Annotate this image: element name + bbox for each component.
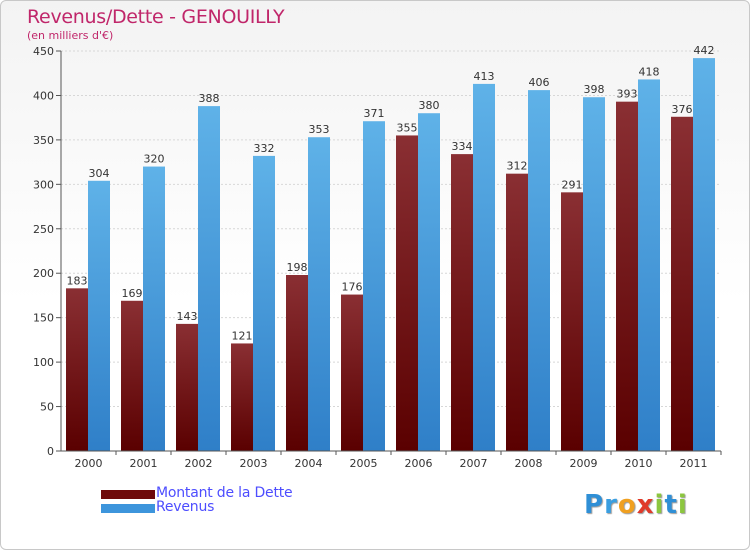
x-tick-label: 2000 [75,457,103,470]
x-tick-label: 2011 [680,457,708,470]
logo-letter: P [584,490,605,520]
bar-dette [396,135,418,451]
y-tick-label: 300 [33,178,54,191]
data-label-revenus: 442 [694,44,715,57]
logo-letter: x [636,490,655,520]
bar-dette [616,101,638,452]
y-tick-label: 200 [33,267,54,280]
logo-letter: r [604,490,618,520]
y-tick-label: 100 [33,356,54,369]
axes: 0 50 100 150 200 250 300 350 400 450 2000 2001 2002 2… [33,45,722,470]
x-tick-label: 2008 [515,457,543,470]
data-label-dette: 176 [342,281,363,294]
logo-letter: i [677,490,688,520]
legend-swatch-dette [101,490,155,499]
bar-revenus [418,113,440,451]
data-label-dette: 169 [122,287,143,300]
bar-revenus [583,97,605,451]
x-tick-label: 2004 [295,457,323,470]
bar-dette [341,294,363,451]
y-tick-label: 0 [47,445,54,458]
x-tick-label: 2003 [240,457,268,470]
y-tick-label: 350 [33,134,54,147]
bar-dette [66,288,88,451]
x-tick-label: 2005 [350,457,378,470]
data-label-revenus: 413 [474,70,495,83]
chart-subtitle: (en milliers d'€) [27,29,114,42]
bar-revenus [143,166,165,452]
y-tick-label: 400 [33,89,54,102]
y-tick-label: 450 [33,45,54,58]
y-tick-label: 250 [33,223,54,236]
chart-title: Revenus/Dette - GENOUILLY [27,6,285,28]
data-label-revenus: 304 [89,167,110,180]
x-tick-label: 2010 [625,457,653,470]
bar-revenus [473,83,495,451]
data-label-revenus: 406 [529,76,550,89]
data-label-dette: 334 [452,140,473,153]
bar-dette [671,116,693,452]
bar-revenus [88,180,110,451]
data-label-dette: 121 [232,329,253,342]
proxiti-logo: Proxiti [584,490,688,520]
data-label-dette: 393 [617,88,638,101]
y-tick-label: 150 [33,312,54,325]
bar-dette [176,323,198,451]
data-labels: 1833041693201433881213321983531763713553… [67,44,715,342]
grid-lines [61,50,721,408]
bar-revenus [528,90,550,451]
data-label-revenus: 398 [584,83,605,96]
data-label-dette: 376 [672,103,693,116]
bar-revenus [198,106,220,451]
data-label-revenus: 380 [419,99,440,112]
data-label-revenus: 371 [364,107,385,120]
bar-revenus [638,79,660,451]
data-label-revenus: 320 [144,153,165,166]
data-label-dette: 312 [507,160,528,173]
x-tick-label: 2006 [405,457,433,470]
logo-letter: i [654,490,665,520]
bar-dette [121,300,143,451]
logo-letter: t [664,490,678,520]
legend-swatch-revenus [101,504,155,513]
data-label-dette: 183 [67,274,88,287]
bar-dette [231,343,253,451]
x-tick-label: 2009 [570,457,598,470]
y-tick-label: 50 [40,401,54,414]
data-label-dette: 143 [177,310,198,323]
bar-revenus [693,58,715,451]
data-label-revenus: 418 [639,65,660,78]
bar-dette [451,154,473,451]
bar-dette [286,275,308,451]
x-tick-label: 2002 [185,457,213,470]
data-label-revenus: 388 [199,92,220,105]
data-label-revenus: 353 [309,123,330,136]
data-label-revenus: 332 [254,142,275,155]
bars [66,58,715,452]
logo-letter: o [617,490,637,520]
bar-revenus [363,121,385,451]
legend-label-revenus: Revenus [156,499,215,515]
bar-revenus [253,155,275,451]
bar-dette [506,173,528,451]
x-tick-label: 2001 [130,457,158,470]
legend-label-dette: Montant de la Dette [156,485,293,501]
data-label-dette: 355 [397,121,418,134]
data-label-dette: 198 [287,261,308,274]
bar-revenus [308,137,330,451]
bar-dette [561,192,583,452]
data-label-dette: 291 [562,178,583,191]
x-tick-label: 2007 [460,457,488,470]
